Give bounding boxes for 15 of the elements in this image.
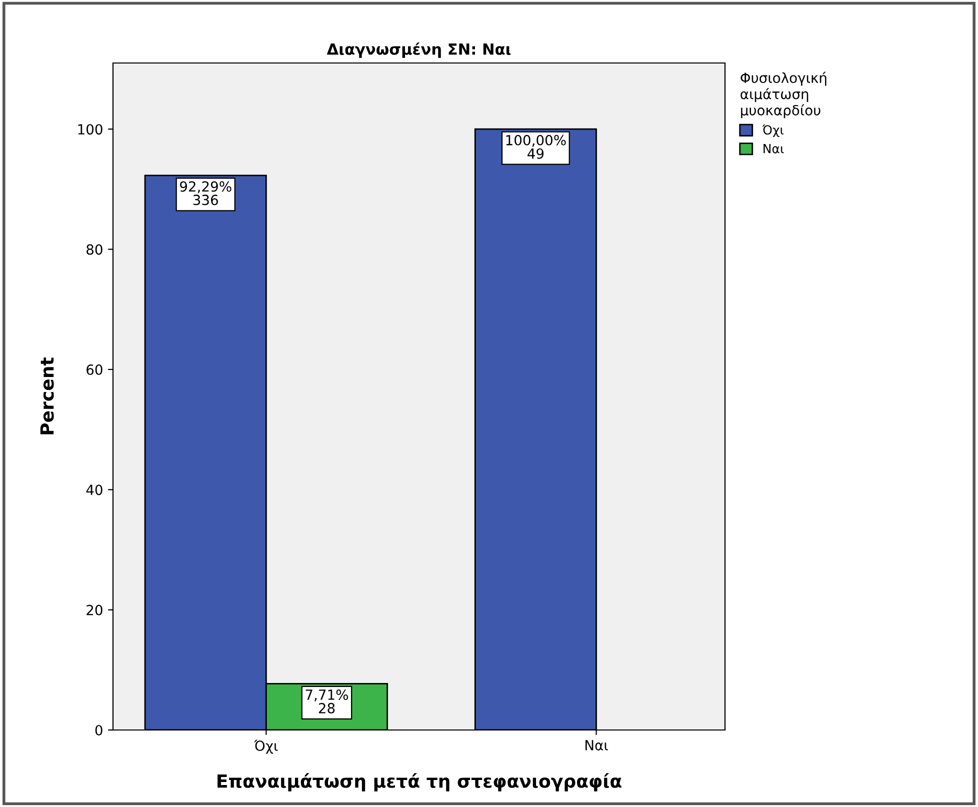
- data-label: 7,71% 28: [306, 689, 348, 714]
- y-tick-label: 80: [86, 244, 102, 255]
- x-axis-title: Επαναιμάτωση μετά τη στεφανιογραφία: [218, 773, 622, 792]
- data-label: 92,29% 336: [180, 181, 232, 206]
- y-tick-label: 40: [86, 484, 102, 496]
- y-tick-label: 100: [78, 124, 102, 135]
- legend-title: Φυσιολογική αιμάτωση μυοκαρδίου: [740, 72, 826, 118]
- y-tick-label: 20: [86, 604, 102, 616]
- y-tick-label: 0: [95, 724, 102, 736]
- data-label: 100,00% 49: [506, 134, 566, 159]
- chart-title: Διαγνωσμένη ΣΝ: Ναι: [326, 42, 511, 58]
- y-axis-title: Percent: [40, 358, 54, 434]
- y-tick-label: 60: [86, 364, 102, 375]
- legend-label: Ναι: [764, 144, 784, 154]
- legend-label: Όχι: [762, 124, 784, 138]
